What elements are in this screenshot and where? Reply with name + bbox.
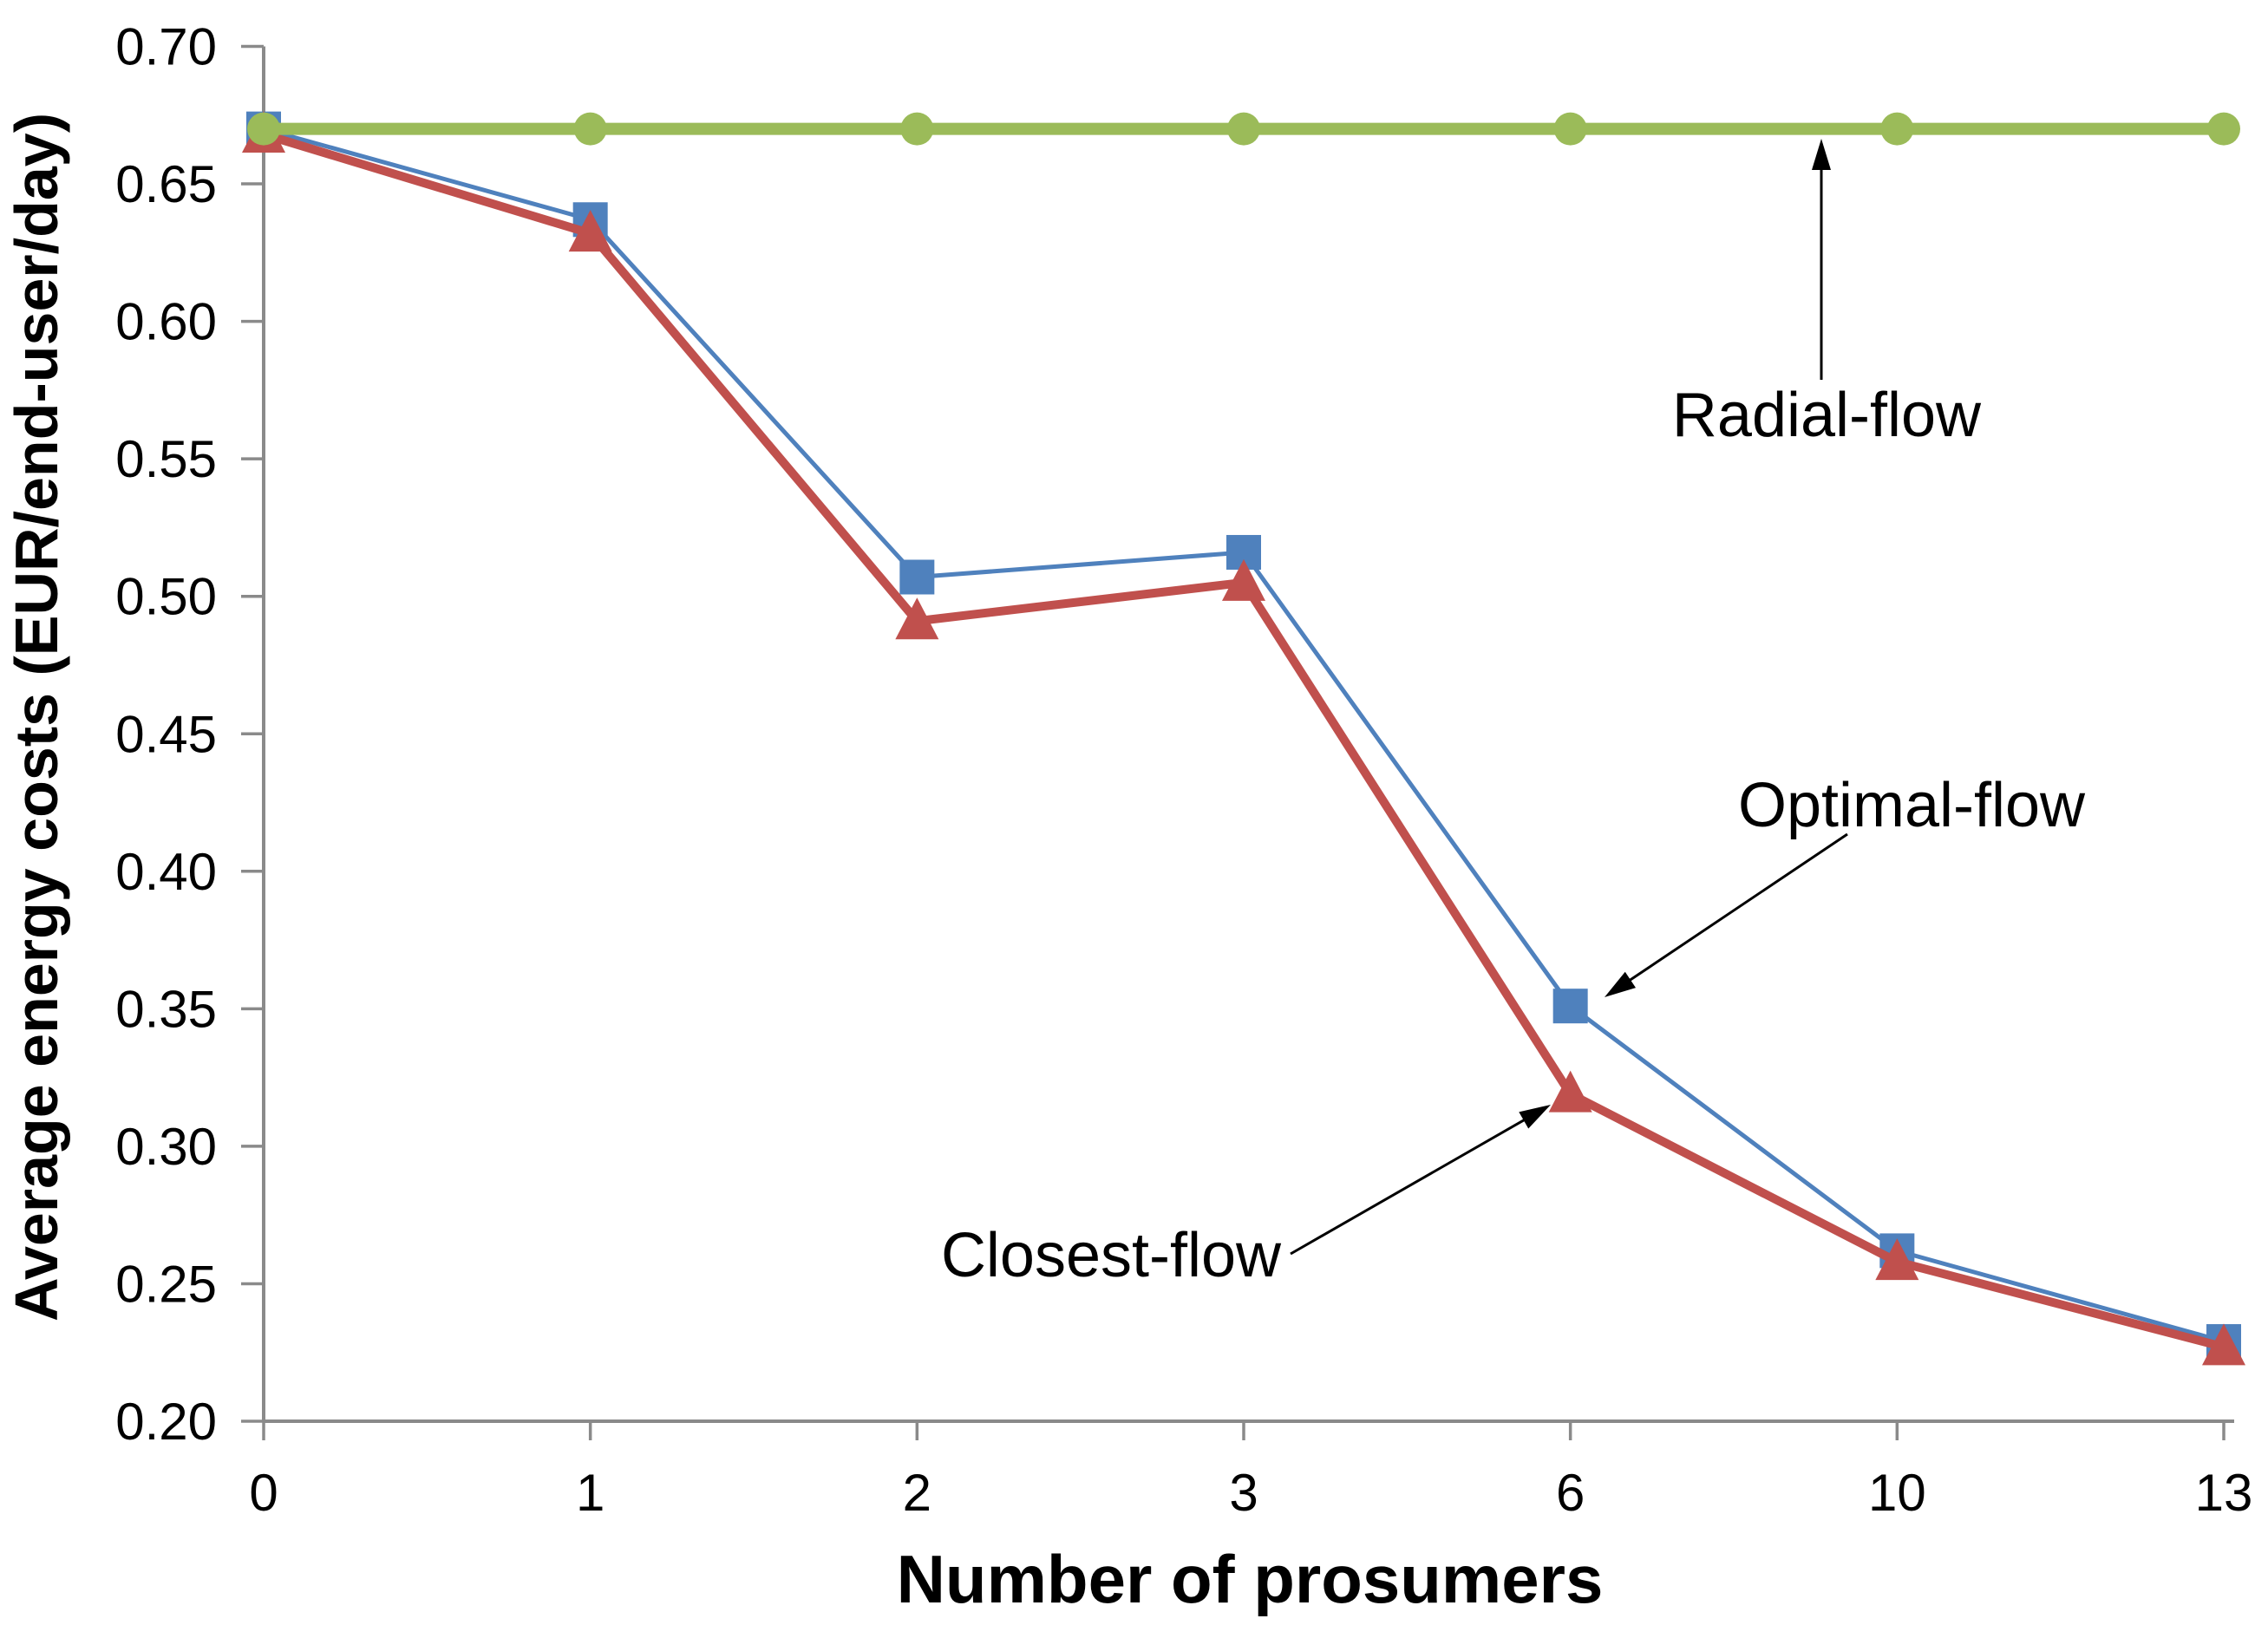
marker-square (1552, 989, 1588, 1024)
y-tick-label: 0.45 (115, 705, 217, 763)
y-tick-label: 0.25 (115, 1255, 217, 1313)
y-tick-label: 0.70 (115, 18, 217, 76)
marker-triangle (2202, 1323, 2245, 1366)
x-tick-label: 2 (903, 1464, 931, 1522)
series-line-optimal-flow (263, 127, 2225, 1344)
annotation-text-closest-flow: Closest-flow (941, 1221, 1282, 1290)
y-tick-label: 0.35 (115, 980, 217, 1038)
y-tick-label: 0.40 (115, 843, 217, 901)
series-radial-flow (247, 112, 2240, 146)
marker-circle (2207, 112, 2240, 146)
x-tick-label: 3 (1229, 1464, 1258, 1522)
annotation-arrow-head-optimal-flow (1605, 971, 1637, 997)
series-optimal-flow (246, 111, 2241, 1360)
marker-square (899, 559, 935, 595)
y-tick-label: 0.65 (115, 155, 217, 213)
marker-circle (1880, 112, 1914, 146)
marker-triangle (895, 597, 939, 640)
marker-circle (247, 112, 280, 146)
marker-triangle (568, 210, 612, 252)
x-tick-label: 1 (576, 1464, 605, 1522)
annotation-radial-flow: Radial-flow (1672, 139, 1982, 450)
series-layer (242, 110, 2245, 1366)
x-tick-label: 0 (249, 1464, 278, 1522)
annotation-optimal-flow: Optimal-flow (1605, 771, 2086, 997)
series-line-closest-flow (262, 130, 2226, 1352)
y-axis-title: Average energy costs (EUR/end-user/day) (3, 113, 70, 1322)
y-tick-label: 0.20 (115, 1393, 217, 1451)
annotation-arrow-line-closest-flow (1290, 1116, 1529, 1256)
marker-circle (900, 112, 934, 146)
y-tick-label: 0.30 (115, 1118, 217, 1176)
marker-circle (1227, 112, 1260, 146)
y-tick-label: 0.60 (115, 293, 217, 351)
annotation-text-radial-flow: Radial-flow (1672, 381, 1982, 450)
marker-circle (573, 112, 607, 146)
annotation-layer: Radial-flow Optimal-flow Closest-flow (941, 139, 2086, 1290)
marker-triangle (1222, 558, 1265, 601)
y-tick-label: 0.50 (115, 568, 217, 626)
x-tick-label: 13 (2195, 1464, 2253, 1522)
annotation-arrow-line-optimal-flow (1625, 832, 1848, 984)
axes-layer: 0.70 0.65 0.60 0.55 0.50 0.45 0.40 0.35 0.30 0.25… (115, 18, 2252, 1523)
marker-triangle (1875, 1238, 1919, 1281)
marker-triangle (1548, 1070, 1592, 1113)
x-axis-title: Number of prosumers (897, 1541, 1604, 1617)
annotation-closest-flow: Closest-flow (941, 1105, 1551, 1290)
annotation-text-optimal-flow: Optimal-flow (1738, 771, 2086, 840)
x-tick-label: 6 (1556, 1464, 1585, 1522)
marker-circle (1553, 112, 1587, 146)
annotation-arrow-head-radial-flow (1812, 139, 1831, 170)
annotation-arrow-head-closest-flow (1519, 1105, 1551, 1129)
series-closest-flow (242, 110, 2245, 1366)
y-tick-label: 0.55 (115, 430, 217, 488)
x-tick-label: 10 (1868, 1464, 1926, 1522)
